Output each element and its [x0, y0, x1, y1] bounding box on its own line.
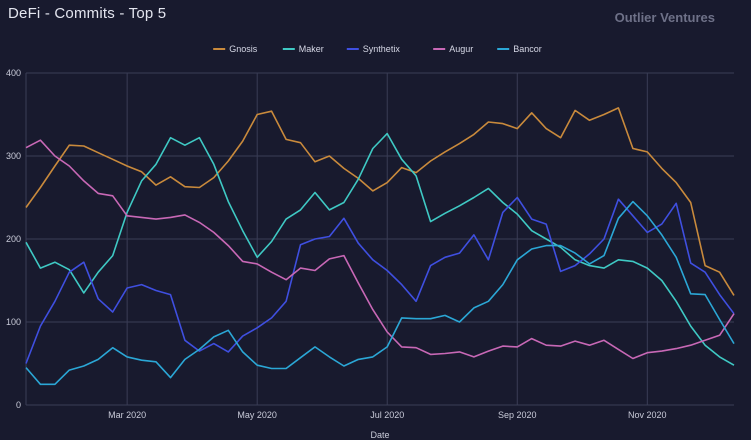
series-line-synthetix: [25, 196, 735, 364]
legend-item-bancor[interactable]: Bancor: [513, 44, 542, 54]
x-tick-label: Sep 2020: [498, 410, 537, 420]
series-line-maker: [25, 132, 735, 366]
y-tick-label: 0: [16, 400, 21, 410]
y-axis: 0 100 200 300 400: [6, 68, 21, 410]
y-tick-label: 100: [6, 317, 21, 327]
legend-item-gnosis[interactable]: Gnosis: [229, 44, 258, 54]
series-line-gnosis: [25, 107, 735, 296]
page-title: DeFi - Commits - Top 5: [8, 5, 167, 22]
series-line-bancor: [25, 200, 735, 386]
series-lines: [25, 107, 735, 386]
y-tick-label: 300: [6, 151, 21, 161]
brand-logo: Outlier Ventures: [614, 10, 715, 25]
x-axis: Mar 2020 May 2020 Jul 2020 Sep 2020 Nov 2020: [108, 410, 666, 420]
x-tick-label: Jul 2020: [370, 410, 404, 420]
x-tick-label: May 2020: [237, 410, 277, 420]
y-tick-label: 200: [6, 234, 21, 244]
legend-item-synthetix[interactable]: Synthetix: [363, 44, 401, 54]
y-tick-label: 400: [6, 68, 21, 78]
series-line-augur: [25, 139, 735, 360]
x-axis-label: Date: [370, 430, 389, 440]
x-tick-label: Nov 2020: [628, 410, 667, 420]
legend: Gnosis Maker Synthetix Augur Bancor: [213, 44, 542, 54]
legend-item-augur[interactable]: Augur: [449, 44, 473, 54]
legend-item-maker[interactable]: Maker: [299, 44, 324, 54]
x-tick-label: Mar 2020: [108, 410, 146, 420]
